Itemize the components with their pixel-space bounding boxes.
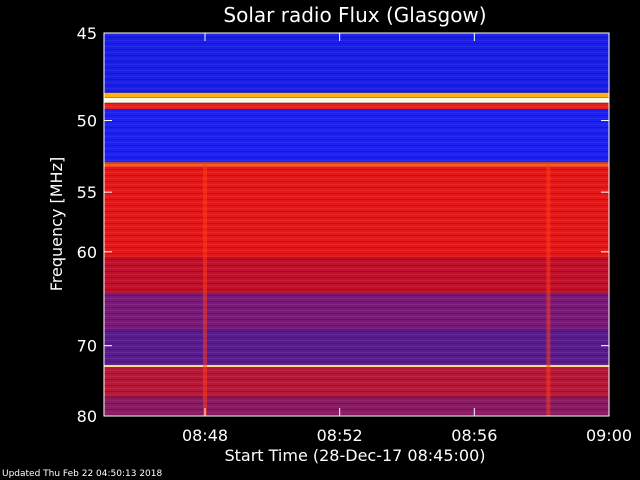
burst-stripe bbox=[546, 165, 551, 416]
plot-area bbox=[103, 32, 610, 417]
burst-stripe bbox=[203, 165, 207, 416]
update-timestamp: Updated Thu Feb 22 04:50:13 2018 bbox=[2, 469, 163, 479]
y-tick-label: 70 bbox=[77, 337, 97, 356]
x-axis-ticks: 08:48 08:52 08:56 09:00 bbox=[182, 33, 632, 445]
x-tick-label: 08:56 bbox=[451, 426, 497, 445]
band-texture bbox=[104, 33, 609, 416]
y-axis-label: Frequency [MHz] bbox=[47, 157, 66, 291]
y-tick-label: 80 bbox=[77, 407, 97, 426]
x-tick-label: 09:00 bbox=[586, 426, 632, 445]
y-tick-label: 55 bbox=[77, 183, 97, 202]
chart-title: Solar radio Flux (Glasgow) bbox=[223, 3, 486, 27]
x-tick-label: 08:52 bbox=[317, 426, 363, 445]
x-tick-label: 08:48 bbox=[182, 426, 228, 445]
plot-frame bbox=[103, 32, 610, 417]
y-axis-ticks: 45 50 55 60 70 80 bbox=[77, 24, 609, 426]
x-axis-label: Start Time (28-Dec-17 08:45:00) bbox=[224, 446, 485, 465]
y-tick-label: 45 bbox=[77, 24, 97, 43]
y-tick-label: 50 bbox=[77, 112, 97, 131]
y-tick-label: 60 bbox=[77, 243, 97, 262]
